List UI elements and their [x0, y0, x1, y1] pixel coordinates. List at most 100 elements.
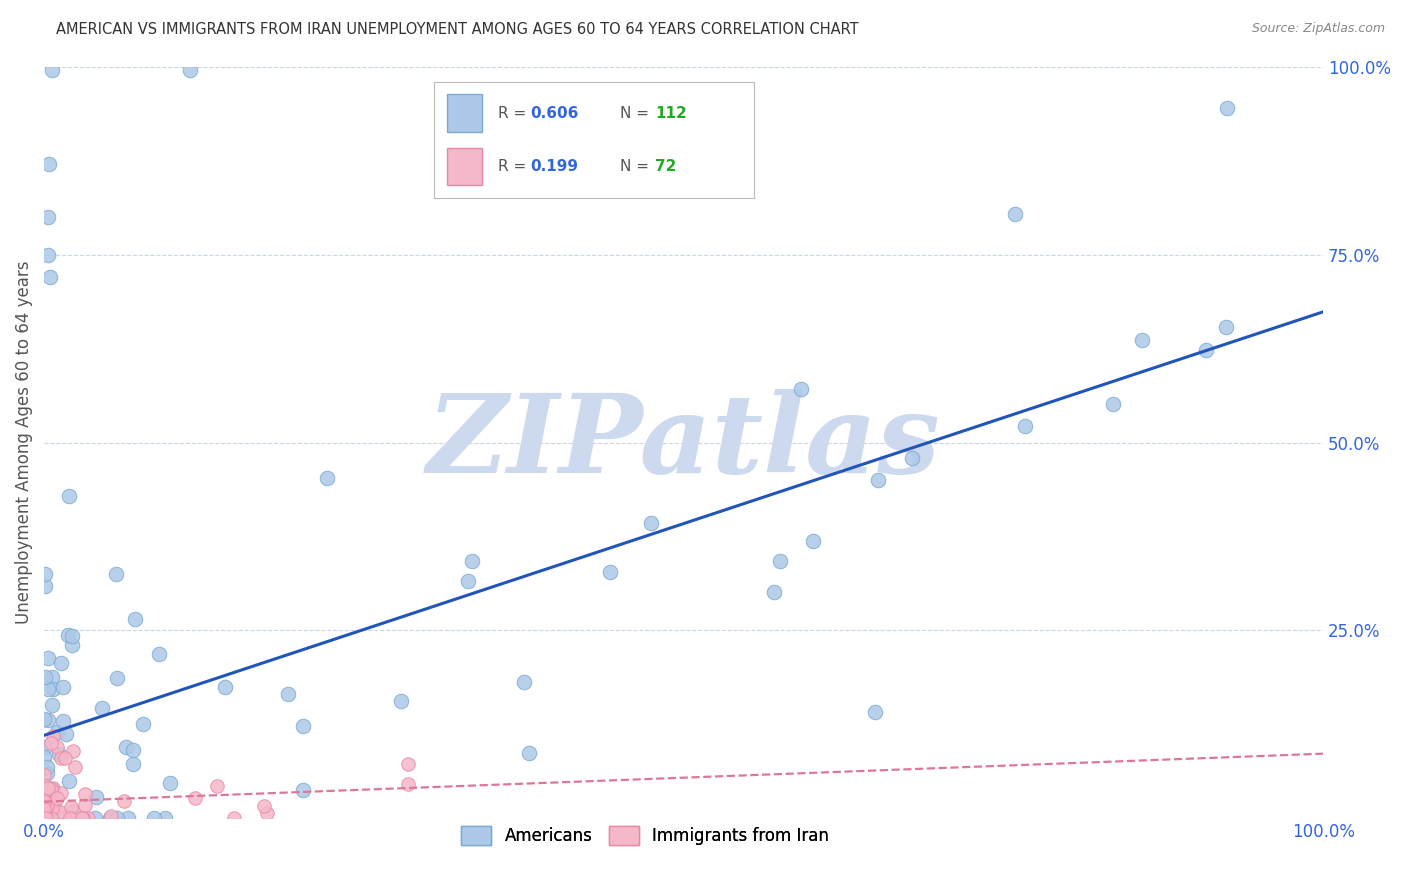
Point [46, 725, 69, 739]
Point [73, 787, 96, 801]
Point [45, 739, 67, 754]
Point [868, 473, 890, 487]
Point [44, 803, 66, 817]
Point [457, 574, 479, 589]
Point [59, 812, 82, 826]
Point [34, 712, 56, 726]
Point [155, 812, 177, 826]
Point [46, 791, 69, 805]
Point [44, 812, 66, 826]
Point [52, 812, 75, 826]
Point [37, 760, 59, 774]
Point [1130, 334, 1153, 348]
Point [39, 270, 62, 285]
Point [44, 797, 66, 812]
Point [105, 566, 128, 581]
Point [41, 812, 63, 826]
Point [49, 812, 72, 826]
Point [34, 792, 56, 806]
Point [1014, 418, 1036, 433]
Point [253, 799, 276, 814]
Text: Source: ZipAtlas.com: Source: ZipAtlas.com [1251, 22, 1385, 36]
Point [62, 804, 84, 818]
Point [58, 811, 80, 825]
Point [35, 798, 58, 813]
Point [32, 811, 55, 825]
Point [53, 812, 76, 826]
Point [37, 812, 59, 826]
Point [60, 812, 83, 826]
Point [34, 740, 56, 755]
Point [39, 812, 62, 826]
Point [32, 812, 55, 826]
Point [100, 809, 122, 823]
Point [39, 736, 62, 750]
Point [32, 794, 55, 808]
Point [34, 779, 56, 793]
Point [34, 808, 56, 822]
Point [42, 681, 65, 696]
Point [396, 776, 419, 790]
Point [41, 729, 63, 743]
Point [60, 638, 83, 652]
Point [48, 747, 70, 761]
Point [34, 812, 56, 826]
Point [37, 797, 59, 811]
Point [49, 786, 72, 800]
Point [599, 565, 621, 579]
Point [292, 718, 315, 732]
Point [46, 812, 69, 826]
Point [98, 812, 121, 826]
Point [117, 812, 139, 826]
Point [34, 566, 56, 581]
Point [389, 694, 412, 708]
Point [142, 812, 165, 826]
Point [45, 812, 67, 826]
Point [84, 789, 107, 804]
Point [900, 450, 922, 465]
Point [316, 471, 339, 485]
Point [32, 750, 55, 764]
Point [53, 812, 76, 826]
Point [32, 802, 55, 816]
Point [84, 812, 107, 826]
Point [1215, 320, 1237, 334]
Point [52, 680, 75, 694]
Point [37, 792, 59, 806]
Point [39, 782, 62, 797]
Point [32, 812, 55, 826]
Point [72, 812, 94, 826]
Point [214, 680, 236, 694]
Point [32, 795, 55, 809]
Point [34, 812, 56, 826]
Point [53, 751, 76, 765]
Text: AMERICAN VS IMMIGRANTS FROM IRAN UNEMPLOYMENT AMONG AGES 60 TO 64 YEARS CORRELAT: AMERICAN VS IMMIGRANTS FROM IRAN UNEMPLO… [56, 22, 859, 37]
Point [60, 799, 83, 814]
Point [124, 612, 146, 626]
Point [640, 516, 662, 530]
Point [112, 795, 135, 809]
Point [34, 579, 56, 593]
Point [48, 812, 70, 826]
Point [53, 812, 76, 826]
Point [224, 812, 246, 826]
Point [105, 812, 128, 826]
Point [58, 812, 80, 826]
Point [790, 382, 813, 396]
Point [34, 784, 56, 798]
Point [1102, 397, 1125, 411]
Point [41, 812, 63, 826]
Point [52, 714, 75, 729]
Point [41, 698, 63, 712]
Point [205, 779, 228, 793]
Point [762, 585, 785, 599]
Point [56, 812, 79, 826]
Point [35, 812, 58, 826]
Point [37, 247, 59, 261]
Point [34, 812, 56, 826]
Point [35, 812, 58, 826]
Point [1004, 207, 1026, 221]
Point [35, 782, 58, 797]
Point [513, 674, 536, 689]
Point [41, 782, 63, 797]
